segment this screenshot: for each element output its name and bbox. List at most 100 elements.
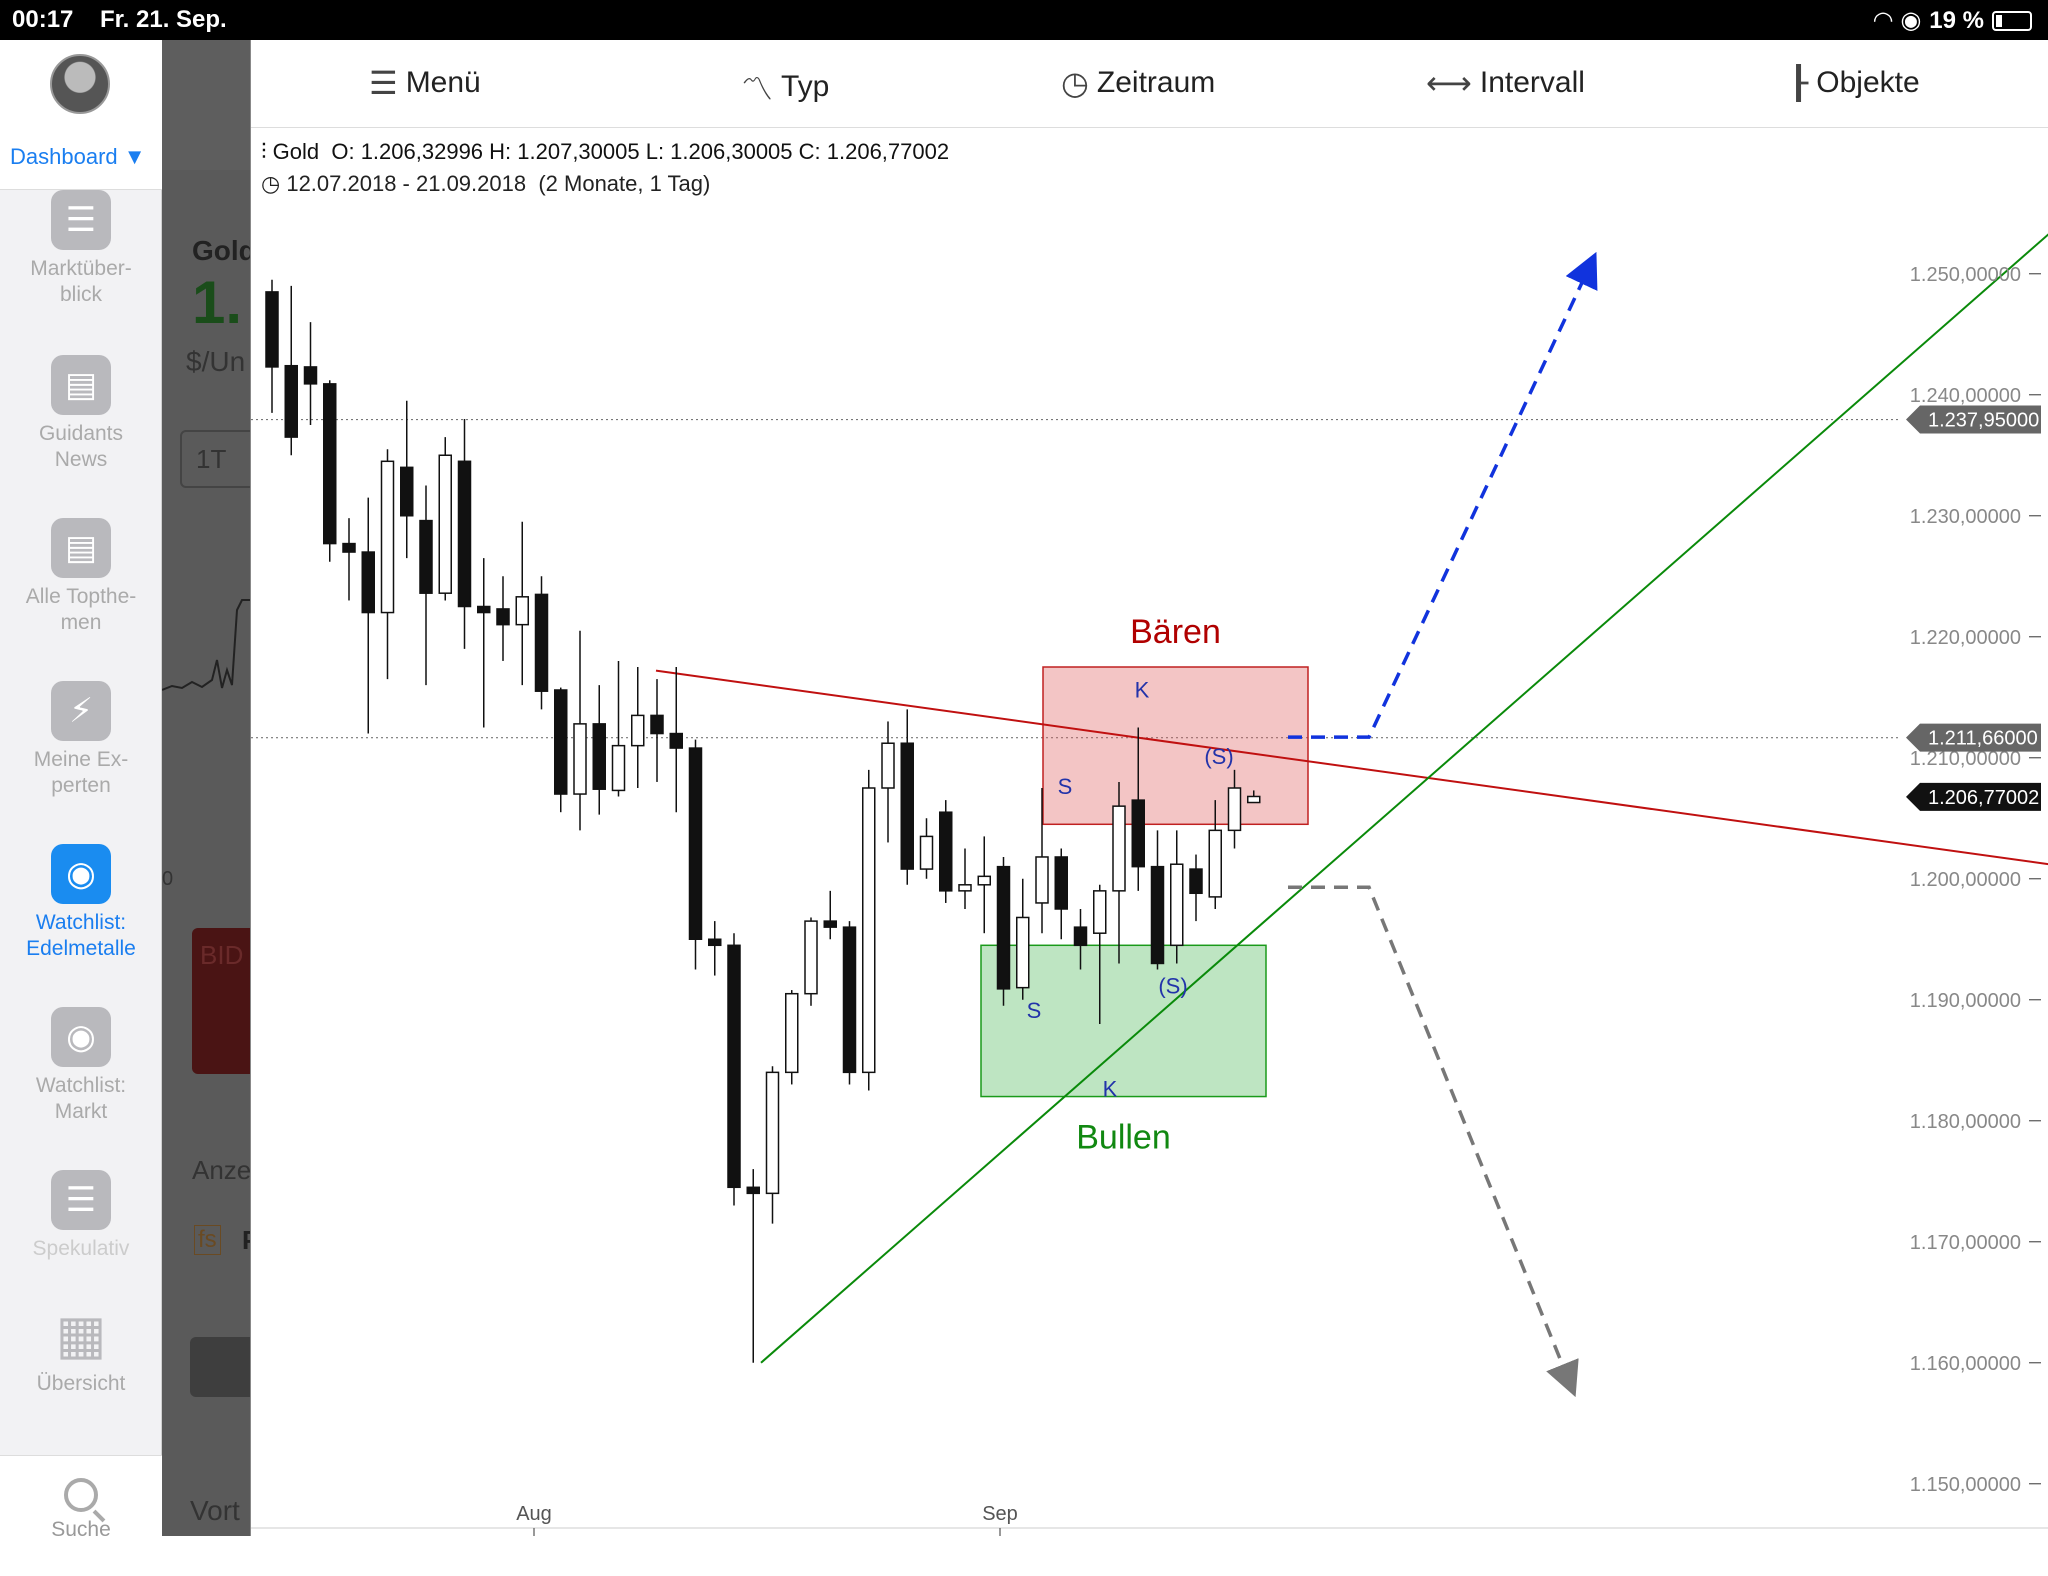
annotation-label: K: [1103, 1077, 1118, 1102]
price-tag-label: 1.206,77002: [1928, 787, 2039, 809]
dashboard-dropdown[interactable]: Dashboard ▼: [10, 144, 146, 169]
candle-body: [823, 920, 837, 928]
candle-body: [650, 714, 664, 735]
behind-range-button: 1T: [180, 430, 250, 488]
avatar[interactable]: [50, 54, 110, 114]
y-tick-label: 1.190,00000: [1910, 990, 2021, 1012]
search-icon: [64, 1478, 98, 1512]
candle-body: [1035, 856, 1049, 904]
candle: [496, 576, 510, 661]
candle: [1112, 781, 1126, 964]
candle: [727, 933, 741, 1206]
candles-icon: ⫶: [261, 139, 267, 164]
sidebar-item-marktueberblick[interactable]: ☰ Marktüber- blick: [0, 190, 162, 308]
candle: [554, 687, 568, 813]
list-icon: ☰: [51, 1170, 111, 1230]
candle: [1247, 790, 1261, 804]
candle-body: [1093, 890, 1107, 934]
interval-icon: ⟷: [1426, 65, 1472, 101]
annotation-label: S: [1027, 998, 1042, 1023]
candle: [804, 917, 818, 1006]
candle-body: [804, 920, 818, 995]
sidebar-item-watchlist-edelmetalle[interactable]: ◉ Watchlist: Edelmetalle: [0, 844, 162, 962]
bullish-arrow: [1288, 251, 1598, 739]
y-tick-label: 1.210,00000: [1910, 748, 2021, 770]
instrument-name: Gold: [272, 139, 320, 164]
candle: [265, 279, 279, 413]
candle-body: [438, 454, 452, 594]
candle-body: [862, 787, 876, 1074]
x-axis: Aug Sep: [251, 1503, 2048, 1536]
price-tag-label: 1.237,95000: [1928, 410, 2039, 432]
ohlc-values: O: 1.206,32996 H: 1.207,30005 L: 1.206,3…: [331, 139, 950, 164]
candle: [592, 685, 606, 815]
y-tick-label: 1.160,00000: [1910, 1353, 2021, 1375]
candle-body: [1073, 926, 1088, 947]
candle-body: [400, 466, 414, 517]
behind-zero: 0: [162, 868, 174, 890]
chart-panel: ☰ Menü 〽 Typ ◷ Zeitraum ⟷ Intervall ┠ Ob…: [250, 40, 2048, 1536]
candle: [1073, 909, 1088, 970]
duration: (2 Monate, 1 Tag): [538, 171, 711, 196]
candle: [919, 818, 934, 879]
search-button[interactable]: Suche: [0, 1455, 162, 1576]
y-tick-label: 1.200,00000: [1910, 869, 2021, 891]
menu-button[interactable]: ☰ Menü: [369, 65, 481, 101]
candle: [688, 739, 703, 970]
y-tick-label: 1.170,00000: [1910, 1232, 2021, 1254]
behind-title: Gold: [192, 235, 250, 266]
y-tick-label: 1.150,00000: [1910, 1474, 2021, 1496]
candle: [515, 521, 529, 686]
candles: [265, 279, 1261, 1363]
sidebar-item-alle-topthemen[interactable]: ▤ Alle Topthe- men: [0, 518, 162, 636]
candle: [1054, 848, 1068, 940]
candle-body: [323, 383, 337, 545]
candle-body: [303, 366, 318, 385]
candle-body: [1112, 805, 1126, 892]
candle-body: [477, 605, 491, 614]
sidebar-item-guidants-news[interactable]: ▤ Guidants News: [0, 355, 162, 473]
sidebar-item-uebersicht[interactable]: ▦ Übersicht: [36, 1305, 126, 1395]
interval-button[interactable]: ⟷ Intervall: [1426, 65, 1585, 101]
candle-body: [284, 364, 298, 438]
eye-icon: ◉: [51, 844, 111, 904]
status-date: Fr. 21. Sep.: [100, 6, 227, 33]
wifi-icon: ◠: [1873, 7, 1893, 34]
candle-body: [592, 723, 606, 790]
background-screen: Gold 1. $/Un 1T 0 BID Anze fs P Vort: [162, 40, 250, 1536]
status-right: ◠ ◉ 19 %: [1874, 6, 2032, 35]
orientation-lock-icon: ◉: [1900, 7, 1922, 34]
clock-icon: ◷: [261, 171, 281, 196]
behind-bid: BID: [200, 940, 244, 970]
candle: [631, 667, 645, 788]
behind-price: 1.: [192, 269, 243, 336]
y-axis: 1.250,00000 1.240,00000 1.230,00000 1.220,0…: [1906, 264, 2041, 1496]
candle: [881, 721, 895, 843]
candle-body: [1150, 865, 1165, 965]
support-line: [760, 233, 2048, 1364]
candle: [361, 497, 375, 734]
behind-fs: fs: [194, 1225, 221, 1255]
objects-button[interactable]: ┠ Objekte: [1789, 65, 1920, 101]
grid-icon: ▦: [55, 1305, 107, 1365]
sidebar-item-meine-experten[interactable]: ⚡ Meine Ex- perten: [0, 681, 162, 799]
candle-body: [573, 723, 587, 795]
candle: [380, 449, 395, 680]
type-button[interactable]: 〽 Typ: [741, 64, 829, 110]
candle: [1208, 800, 1222, 909]
candle-body: [765, 1071, 780, 1195]
candle: [765, 1066, 780, 1224]
candle-body: [1054, 856, 1068, 910]
behind-vort: Vort: [190, 1495, 240, 1526]
sidebar-item-spekulativ[interactable]: ☰ Spekulativ: [0, 1170, 162, 1262]
sidebar-item-watchlist-markt[interactable]: ◉ Watchlist: Markt: [0, 1007, 162, 1125]
candle-body: [669, 732, 683, 749]
candle-body: [380, 460, 395, 614]
candle-body: [1170, 863, 1184, 947]
candle: [958, 848, 972, 909]
candle: [438, 437, 452, 601]
period-button[interactable]: ◷ Zeitraum: [1061, 65, 1216, 101]
candlestick-chart[interactable]: Bären Bullen S K (S) S (S) K 1.250,00000 1.240,…: [251, 128, 2048, 1536]
candle-body: [1208, 829, 1222, 898]
behind-anz: Anze: [192, 1155, 250, 1185]
